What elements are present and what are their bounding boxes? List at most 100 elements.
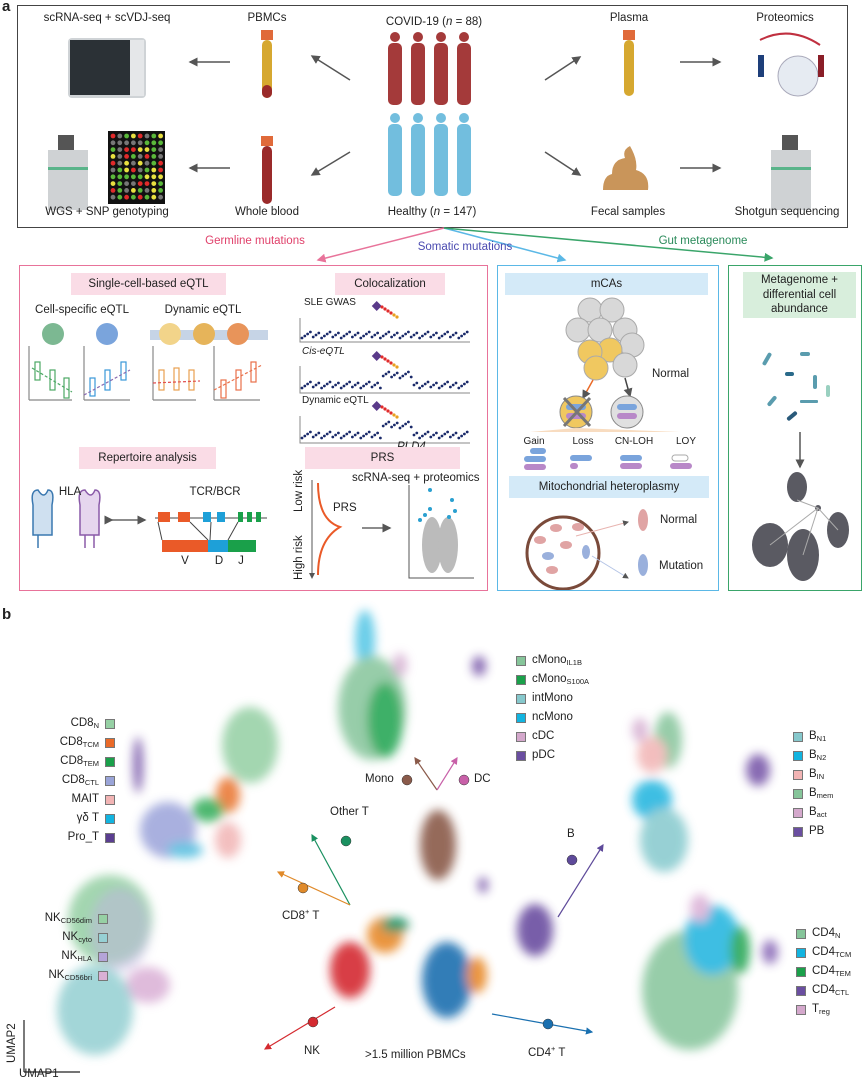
snp-dot [110,140,116,146]
panel-a-label: a [2,0,11,15]
arrow-other-t [311,833,351,906]
legend-item: NKcyto [20,928,108,947]
mito-normal-label: Normal [660,514,698,526]
legend-b: BN1 BN2 BIN Bmem Bact PB [793,727,833,841]
coloc-point [390,425,393,429]
coloc-point [300,436,304,440]
snp-dot [124,167,129,173]
legend-label-base: T [812,1003,820,1015]
coloc-point [317,331,321,335]
mono-label: Mono [365,773,394,785]
cd4-t-sup: + [551,1044,556,1053]
umap-cluster-gdt [167,842,203,858]
coloc-point [331,335,335,339]
snp-dot [110,160,116,166]
legend-swatch [793,769,803,780]
legend-label-base: PB [809,825,825,837]
coloc-point [392,313,396,317]
umap-cluster-pdc [472,656,486,676]
umap-cluster-cd8-tcm [216,777,240,813]
coloc-point [418,436,421,440]
legend-nk: NKCD56dim NKcyto NKHLA NKCD56bri [20,909,108,985]
germline-box [19,265,488,591]
legend-item: PB [793,822,833,841]
umap-axes [23,1020,80,1073]
coloc-point [415,331,419,335]
coloc-point [423,432,427,436]
shotgun-label: Shotgun sequencing [734,206,840,218]
mito-header: Mitochondrial heteroplasmy [509,476,709,498]
umap-cluster-bact [632,718,648,742]
legend-label-sub: N2 [816,753,827,762]
legend-swatch [98,970,108,981]
coloc-point [435,331,438,335]
legend-swatch [105,756,115,767]
snp-dot [110,194,116,200]
legend-item: BN1 [793,727,833,746]
coloc-points [300,301,469,440]
umap-cluster-cdc [393,653,407,677]
cd4-t-text: CD4 [528,1046,552,1059]
snp-dot [131,194,136,200]
umap-cluster-other-t-overall [381,917,409,933]
snp-dot [151,167,157,173]
cn-loh-label: CN-LOH [614,436,654,447]
proteomics-label: Proteomics [756,12,814,24]
coloc-point [384,332,388,336]
legend-label: cDC [532,730,554,743]
coloc-point [342,434,346,438]
coloc-point [463,332,466,336]
legend-swatch [793,807,803,818]
coloc-point [454,381,458,385]
mutated-cell-icon [559,395,593,429]
legend-item: NKCD56bri [20,966,108,985]
coloc-point [348,330,351,334]
coloc-point [383,307,387,311]
coloc-point [303,434,307,438]
coloc-point [398,376,402,380]
coloc-point [446,330,449,334]
legend-label-sub: N [93,721,99,730]
legend-swatch [105,737,115,748]
legend-label: CD4N [812,927,840,940]
coloc-point [314,333,318,337]
snp-dot [131,167,136,173]
coloc-point [449,385,452,389]
legend-label-base: CD8 [60,755,84,767]
legend-item: pDC [516,746,589,765]
legend-label-base: CD8 [61,774,85,786]
legend-swatch [105,832,115,843]
snp-dot [131,154,136,159]
sequencer-icon [68,38,146,98]
legend-label: CD4TEM [812,965,851,978]
coloc-point [437,336,441,340]
umap-cluster-nk-cyto [57,965,133,1055]
eqtl-header: Single-cell-based eQTL [71,273,226,295]
legend-swatch [796,947,806,958]
legend-swatch [98,951,108,962]
panel-b-label: b [2,606,12,623]
legend-label: CD8TCM [60,736,99,749]
coloc-point [432,433,435,437]
pbmcs-label: PBMCs [247,12,287,24]
umap-cluster-cd4-overall [422,942,472,1018]
legend-label-base: ncMono [532,711,573,723]
mcas-header: mCAs [505,273,708,295]
legend-label-base: γδ T [76,812,99,824]
legend-label: CD8TEM [60,755,99,768]
legend-label: ncMono [532,711,573,724]
legend-label: CD4CTL [812,984,849,997]
coloc-point [423,332,427,336]
cell-cluster-icon [565,297,645,381]
legend-label: NKcyto [62,931,92,944]
coloc-point [339,436,343,440]
legend-swatch [516,655,526,666]
coloc-point [383,357,387,361]
coloc-point [393,423,396,427]
coloc-point [380,305,384,309]
legend-label-base: NK [62,931,79,943]
b-label: B [567,828,575,840]
other-t-label: Other T [330,806,369,818]
legend-item: NKHLA [20,947,108,966]
